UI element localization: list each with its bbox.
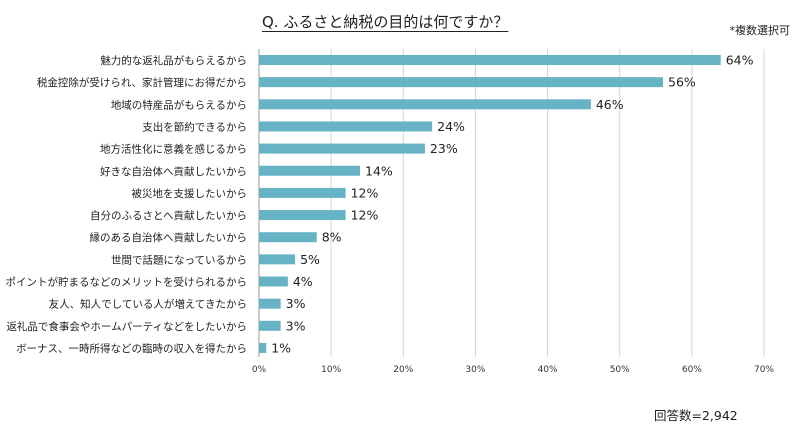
- bar: [259, 99, 591, 110]
- bar: [259, 276, 288, 287]
- bar: [259, 320, 281, 331]
- category-label: 税金控除が受けられ、家計管理にお得だから: [37, 76, 247, 89]
- value-label: 14%: [365, 163, 393, 178]
- bar: [259, 187, 346, 198]
- value-label: 5%: [300, 252, 320, 267]
- bar: [259, 55, 721, 65]
- category-label: 自分のふるさとへ貢献したいから: [90, 209, 247, 222]
- category-label: 地域の特産品がもらえるから: [111, 98, 247, 111]
- category-label: 好きな自治体へ貢献したいから: [100, 165, 247, 178]
- x-tick-label: 0%: [252, 365, 267, 375]
- bar: [259, 210, 346, 221]
- chart-title: Q. ふるさと納税の目的は何ですか？: [262, 13, 509, 31]
- category-label: 縁のある自治体へ貢献したいから: [90, 231, 248, 244]
- value-label: 8%: [322, 230, 342, 245]
- category-label: 地方活性化に意義を感じるから: [100, 143, 247, 156]
- x-tick-label: 10%: [321, 365, 341, 375]
- value-label: 64%: [726, 53, 754, 68]
- category-label: 返礼品で食事会やホームパーティなどをしたいから: [6, 320, 247, 333]
- value-label: 3%: [286, 296, 306, 311]
- category-label: 被災地を支援したいから: [132, 187, 248, 200]
- bar: [259, 298, 281, 309]
- value-label: 56%: [668, 75, 696, 90]
- category-label: 支出を節約できるから: [142, 120, 247, 133]
- x-tick-label: 50%: [610, 365, 630, 375]
- bar: [259, 254, 296, 265]
- value-label: 12%: [351, 208, 379, 223]
- value-label: 24%: [437, 119, 465, 134]
- value-label: 12%: [351, 185, 379, 200]
- category-label: ポイントが貯まるなどのメリットを受けられるから: [6, 276, 248, 289]
- bar: [259, 121, 433, 132]
- bar: [259, 143, 425, 154]
- x-tick-label: 60%: [682, 365, 702, 375]
- value-label: 1%: [271, 340, 291, 355]
- value-label: 46%: [596, 97, 624, 112]
- x-tick-label: 70%: [754, 365, 774, 375]
- x-tick-label: 40%: [538, 365, 558, 375]
- bar: [259, 77, 663, 88]
- x-tick-label: 30%: [465, 365, 485, 375]
- value-label: 23%: [430, 141, 458, 156]
- multiple-choice-note: *複数選択可: [729, 24, 791, 37]
- category-label: ボーナス、一時所得などの臨時の収入を得たから: [16, 342, 247, 355]
- category-label: 魅力的な返礼品がもらえるから: [100, 54, 247, 67]
- value-label: 3%: [286, 318, 306, 333]
- value-label: 4%: [293, 274, 313, 289]
- category-label: 友人、知人でしている人が増えてきたから: [49, 298, 247, 311]
- response-count: 回答数=2,942: [654, 408, 738, 423]
- bar: [259, 165, 360, 176]
- bar: [259, 232, 317, 243]
- category-label: 世間で話題になっているから: [111, 253, 247, 266]
- x-tick-label: 20%: [393, 365, 413, 375]
- bar: [259, 342, 267, 353]
